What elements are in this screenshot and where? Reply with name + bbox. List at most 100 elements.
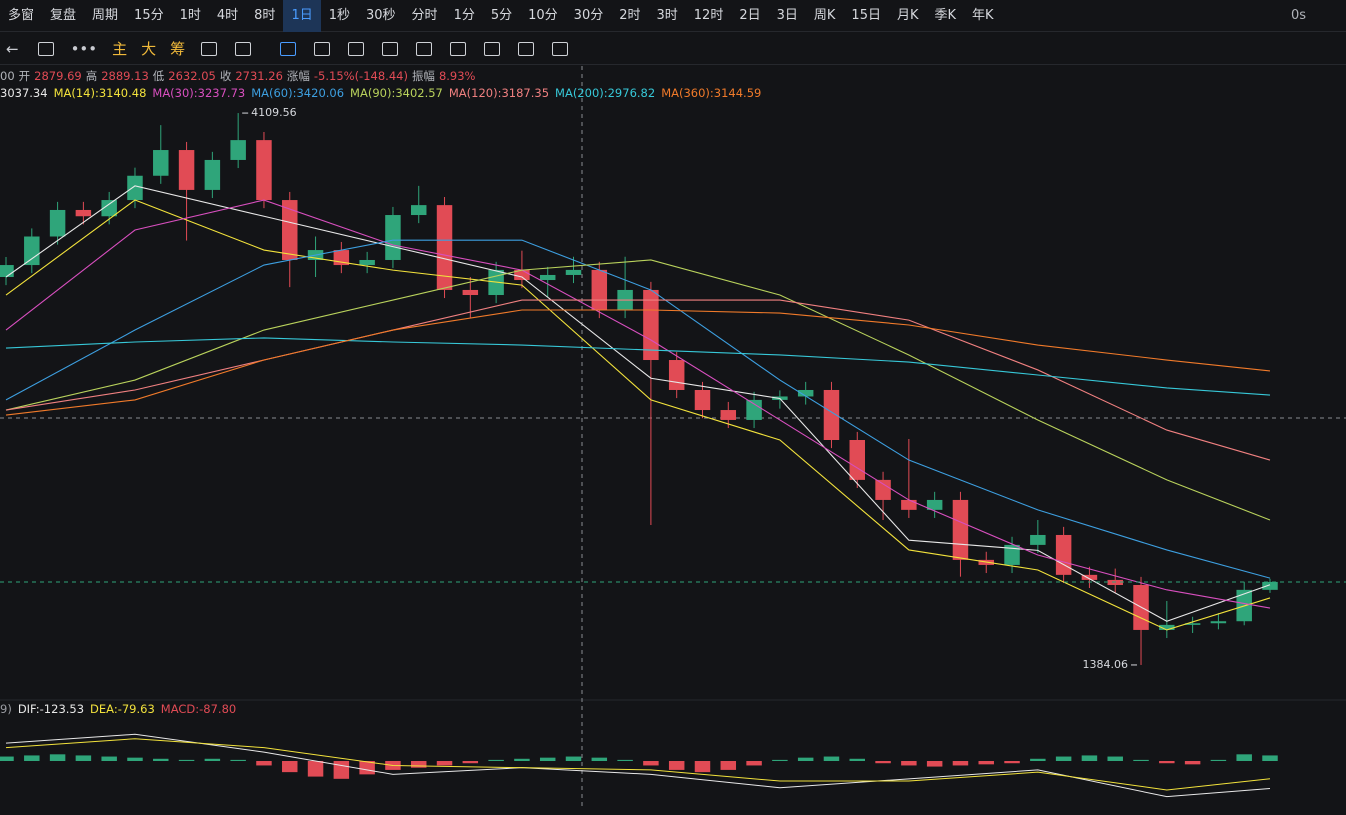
candle-body bbox=[926, 499, 943, 510]
macd-bar bbox=[772, 759, 788, 761]
candle-body bbox=[436, 205, 453, 290]
macd-bar bbox=[539, 757, 556, 761]
period-button[interactable]: 年K bbox=[972, 7, 994, 23]
tool-icon[interactable] bbox=[552, 41, 569, 56]
period-button[interactable]: 8时 bbox=[254, 7, 276, 23]
tool-icon[interactable] bbox=[484, 41, 501, 56]
period-button[interactable]: 多窗 bbox=[8, 7, 35, 23]
indicator-button[interactable]: 主 bbox=[112, 40, 128, 58]
candle-body bbox=[204, 159, 221, 190]
candle-body bbox=[282, 200, 298, 260]
period-button[interactable]: 月K bbox=[896, 7, 919, 23]
macd-bar bbox=[256, 761, 272, 766]
ma-legend-item: 3037.34 bbox=[0, 86, 48, 100]
ma-line bbox=[5, 337, 1271, 396]
tool-icon[interactable] bbox=[235, 41, 252, 56]
rect-icon[interactable] bbox=[37, 41, 54, 56]
macd-bar bbox=[462, 761, 479, 764]
macd-bar bbox=[333, 761, 350, 779]
info-item: 低 bbox=[152, 69, 165, 83]
macd-bar bbox=[1159, 761, 1175, 764]
indicator-button[interactable]: 筹 bbox=[170, 40, 186, 58]
macd-bar bbox=[1210, 759, 1227, 761]
more-icon[interactable]: ••• bbox=[70, 39, 98, 58]
candle-body bbox=[1030, 534, 1046, 545]
macd-bar bbox=[1055, 756, 1072, 761]
indicator-buttons: 主大筹 bbox=[105, 38, 192, 59]
period-button[interactable]: 1秒 bbox=[328, 7, 350, 23]
back-icon[interactable]: ← bbox=[6, 39, 19, 58]
period-button[interactable]: 2日 bbox=[739, 7, 761, 23]
tool-icon[interactable] bbox=[416, 41, 433, 56]
period-button[interactable]: 1时 bbox=[179, 7, 201, 23]
ma-legend-item: MA(200):2976.82 bbox=[555, 86, 656, 100]
tool-icon[interactable] bbox=[201, 41, 218, 56]
candle-body bbox=[410, 205, 427, 216]
ohlc-info: 00 开 2879.69 高 2889.13 低 2632.05 收 2731.26 涨幅 -5.1… bbox=[0, 68, 479, 84]
info-item: 开 bbox=[18, 69, 31, 83]
ma-line bbox=[5, 199, 1271, 631]
candle-body bbox=[797, 389, 814, 397]
period-button[interactable]: 3日 bbox=[776, 7, 798, 23]
period-button[interactable]: 4时 bbox=[216, 7, 239, 23]
macd-legend: 9) DIF:-123.53 DEA:-79.63 MACD:-87.80 bbox=[0, 702, 242, 716]
candle-body bbox=[49, 209, 66, 237]
period-button[interactable]: 5分 bbox=[490, 7, 513, 23]
period-button[interactable]: 3时 bbox=[656, 7, 678, 23]
candle-body bbox=[75, 209, 92, 217]
tool-icon[interactable] bbox=[450, 41, 467, 56]
candle-body bbox=[875, 479, 891, 500]
period-button[interactable]: 15日 bbox=[851, 7, 881, 23]
period-button[interactable]: 30秒 bbox=[366, 7, 396, 23]
macd-bar bbox=[1081, 755, 1098, 761]
ma-legend: 3037.34 MA(14):3140.48 MA(30):3237.73 MA(60… bbox=[0, 86, 767, 100]
ma-line bbox=[5, 309, 1271, 416]
macd-bar bbox=[488, 759, 504, 761]
candle-body bbox=[1210, 621, 1227, 624]
ma-line bbox=[5, 199, 1271, 609]
tool-icon[interactable] bbox=[382, 41, 399, 56]
period-button[interactable]: 10分 bbox=[528, 7, 558, 23]
candle-body bbox=[462, 289, 479, 296]
period-button[interactable]: 15分 bbox=[134, 7, 164, 23]
period-button[interactable]: 12时 bbox=[693, 7, 724, 23]
period-button[interactable]: 季K bbox=[934, 7, 957, 23]
period-button[interactable]: 复盘 bbox=[50, 7, 77, 23]
period-button[interactable]: 2时 bbox=[619, 7, 641, 23]
period-button[interactable]: 分时 bbox=[411, 7, 438, 23]
info-item: 2632.05 bbox=[168, 69, 216, 83]
info-item: 2889.13 bbox=[101, 69, 149, 83]
high-label: 4109.56 bbox=[251, 106, 297, 119]
tool-icon[interactable] bbox=[518, 41, 535, 56]
candle-body bbox=[514, 269, 530, 281]
macd-bar bbox=[694, 761, 711, 773]
info-item: 00 bbox=[0, 69, 15, 83]
candle-body bbox=[178, 150, 195, 190]
macd-bar bbox=[49, 754, 66, 761]
macd-bar bbox=[1236, 754, 1252, 761]
macd-legend-item: 9) bbox=[0, 702, 12, 716]
period-button[interactable]: 30分 bbox=[573, 7, 604, 23]
period-button[interactable]: 周K bbox=[813, 7, 836, 23]
candle-body bbox=[849, 440, 866, 480]
macd-bar bbox=[1107, 756, 1123, 761]
macd-bar bbox=[617, 759, 633, 761]
period-button[interactable]: 周期 bbox=[92, 7, 119, 23]
period-button[interactable]: 1分 bbox=[453, 7, 475, 23]
macd-bar bbox=[307, 761, 324, 777]
macd-bar bbox=[1262, 755, 1278, 761]
indicator-button[interactable]: 大 bbox=[141, 40, 157, 58]
drawing-toolbar: ← ••• 主大筹 bbox=[0, 33, 1346, 65]
candle-body bbox=[565, 269, 582, 275]
candle-body bbox=[1159, 624, 1175, 630]
period-button[interactable]: 1日 bbox=[283, 0, 321, 32]
tool-icon[interactable] bbox=[314, 41, 331, 56]
candle-body bbox=[1262, 581, 1278, 590]
tool-icon[interactable] bbox=[348, 41, 365, 56]
tool-icon[interactable] bbox=[280, 41, 297, 56]
candle-body bbox=[256, 140, 272, 201]
candle-body bbox=[153, 150, 169, 176]
info-item: -5.15%(-148.44) bbox=[313, 69, 408, 83]
macd-bar bbox=[978, 761, 994, 765]
info-item: 2879.69 bbox=[34, 69, 82, 83]
